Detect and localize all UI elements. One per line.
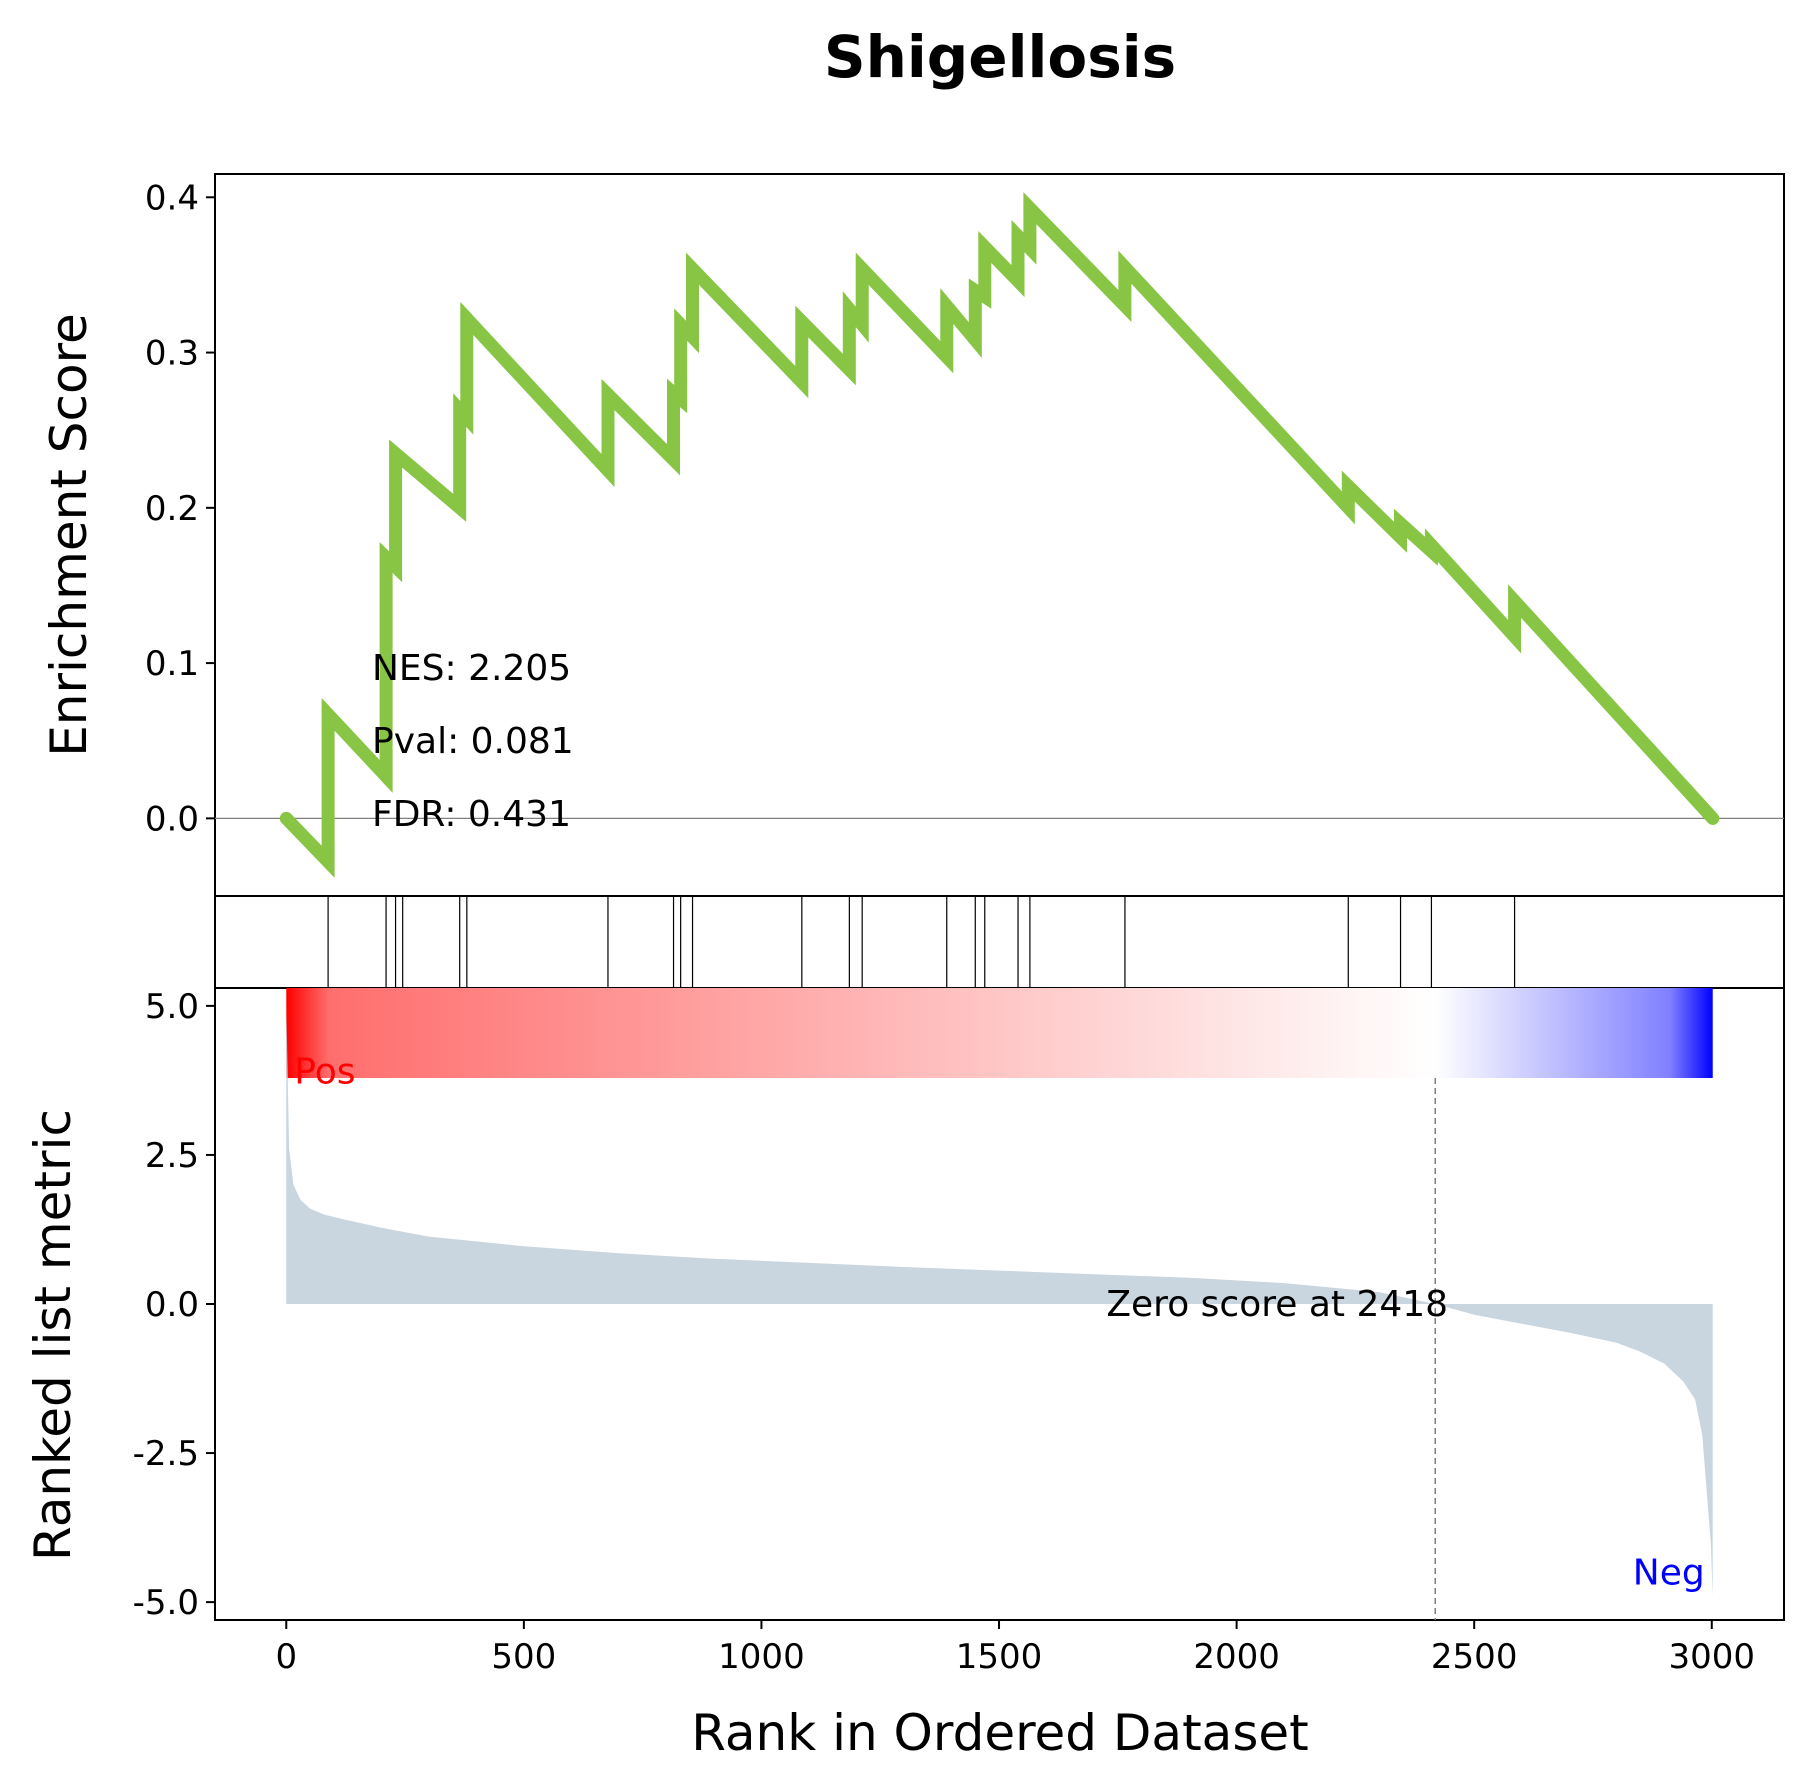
chart-title: Shigellosis (824, 23, 1176, 91)
x-tick-label: 500 (491, 1637, 556, 1677)
rank-gradient-bar (286, 988, 1713, 1078)
x-tick-label: 1500 (956, 1637, 1043, 1677)
metric-y-tick-label: -2.5 (133, 1434, 199, 1474)
x-tick-label: 2500 (1431, 1637, 1518, 1677)
enrichment-y-ticks: 0.0 0.1 0.2 0.3 0.4 (145, 178, 215, 839)
enrichment-score-line (279, 192, 1720, 878)
zero-score-label: Zero score at 2418 (1106, 1284, 1448, 1325)
metric-y-ticks: 5.0 2.5 0.0 -2.5 -5.0 (133, 987, 215, 1623)
metric-y-tick-label: 0.0 (145, 1285, 199, 1325)
nes-label: NES: 2.205 (372, 648, 571, 689)
pval-label: Pval: 0.081 (372, 721, 574, 762)
enrichment-y-tick-label: 0.4 (145, 178, 199, 218)
pos-label: Pos (294, 1051, 355, 1092)
x-tick-label: 2000 (1193, 1637, 1280, 1677)
enrichment-y-tick-label: 0.0 (145, 799, 199, 839)
x-axis-ticks: 0 500 1000 1500 2000 2500 3000 (275, 1620, 1755, 1677)
enrichment-y-tick-label: 0.3 (145, 334, 199, 374)
x-tick-label: 0 (275, 1637, 297, 1677)
enrichment-y-tick-label: 0.1 (145, 644, 199, 684)
ranked-metric-area (286, 1005, 1713, 1597)
enrichment-panel: 0.0 0.1 0.2 0.3 0.4 NES: 2.205 Pval: 0.081 F… (40, 173, 1785, 897)
neg-label: Neg (1633, 1552, 1705, 1593)
enrichment-y-label: Enrichment Score (40, 313, 98, 757)
hits-frame (214, 895, 1785, 989)
x-axis-label: Rank in Ordered Dataset (691, 1704, 1308, 1762)
x-tick-label: 1000 (718, 1637, 805, 1677)
enrichment-frame (214, 173, 1785, 897)
x-tick-label: 3000 (1669, 1637, 1756, 1677)
fdr-label: FDR: 0.431 (372, 794, 571, 835)
metric-y-label: Ranked list metric (24, 1109, 82, 1561)
metric-y-tick-label: 5.0 (145, 987, 199, 1027)
hit-lines (327, 896, 1516, 988)
metric-y-tick-label: -5.0 (133, 1583, 199, 1623)
enrichment-y-tick-label: 0.2 (145, 489, 199, 529)
hits-panel (214, 895, 1785, 989)
metric-panel: 5.0 2.5 0.0 -2.5 -5.0 Pos Neg Zero score at … (24, 987, 1785, 1623)
metric-y-tick-label: 2.5 (145, 1136, 199, 1176)
